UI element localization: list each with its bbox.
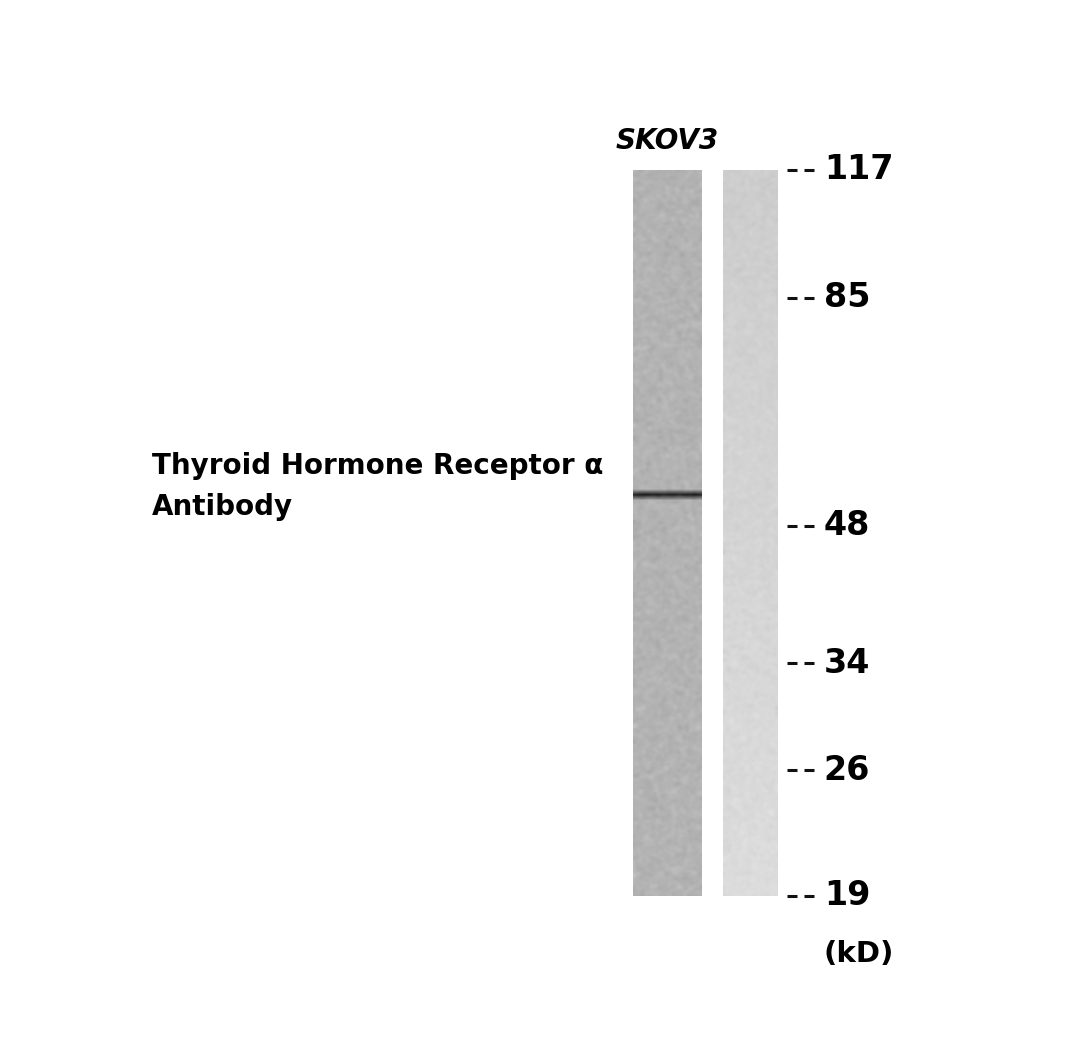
- Text: 26: 26: [824, 754, 870, 787]
- Text: 117: 117: [824, 154, 893, 186]
- Text: Antibody: Antibody: [151, 492, 293, 520]
- Text: 19: 19: [824, 879, 870, 912]
- Text: (kD): (kD): [824, 940, 894, 967]
- Text: 48: 48: [824, 509, 870, 542]
- Text: 85: 85: [824, 281, 870, 314]
- Text: Thyroid Hormone Receptor α: Thyroid Hormone Receptor α: [151, 451, 603, 480]
- Text: SKOV3: SKOV3: [616, 128, 719, 155]
- Text: 34: 34: [824, 647, 870, 680]
